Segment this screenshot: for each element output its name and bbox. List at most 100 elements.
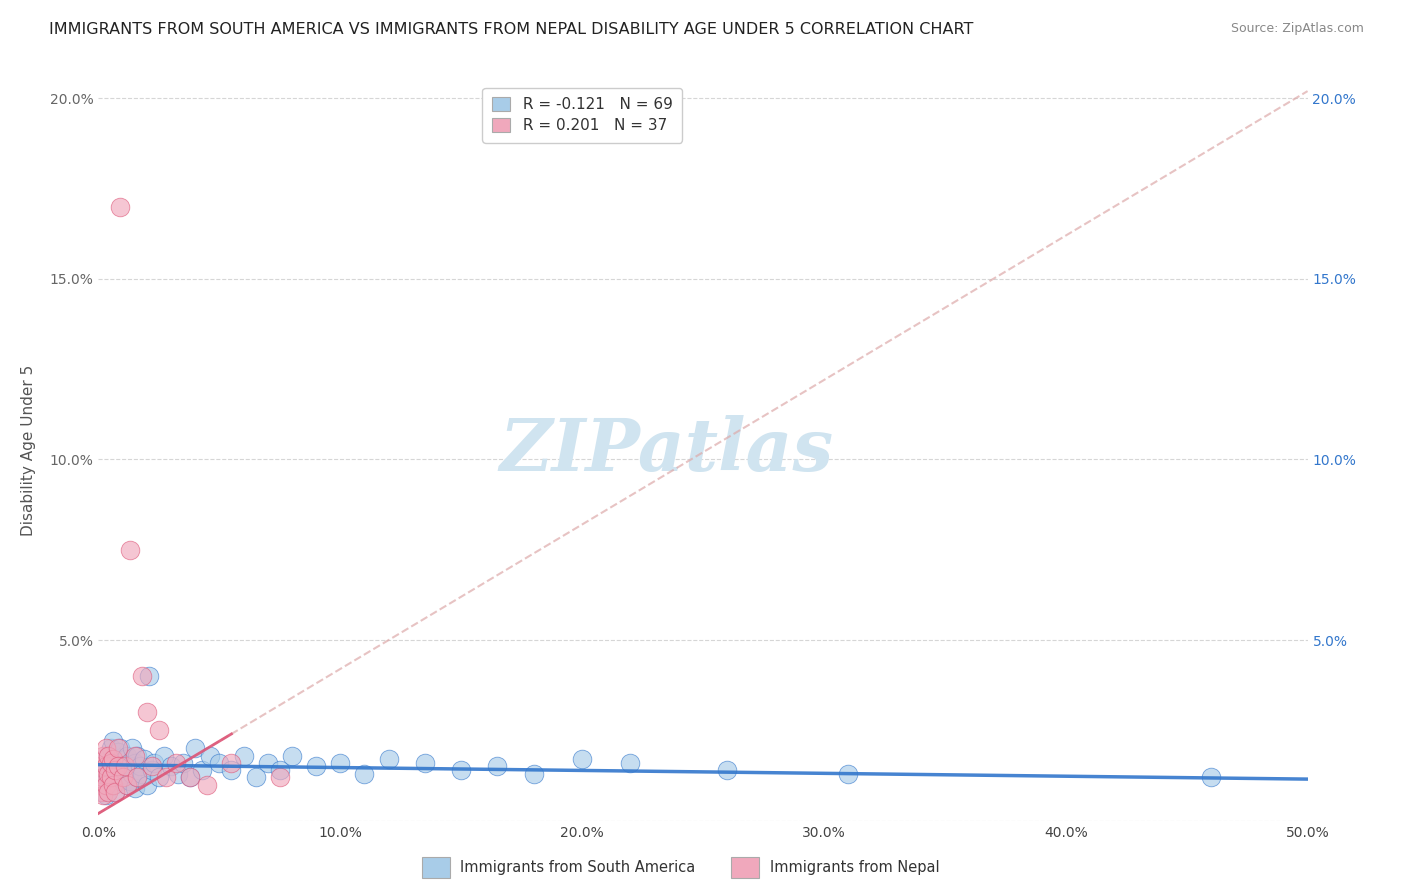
- Point: [716, 763, 738, 777]
- Point: [353, 766, 375, 780]
- Point: [101, 778, 124, 792]
- Point: [135, 706, 157, 720]
- Point: [94, 789, 117, 803]
- Point: [135, 778, 157, 792]
- Point: [114, 766, 136, 780]
- Text: Source: ZipAtlas.com: Source: ZipAtlas.com: [1230, 22, 1364, 36]
- Point: [619, 756, 641, 770]
- Point: [127, 748, 149, 763]
- Point: [195, 778, 218, 792]
- Point: [117, 748, 139, 763]
- Text: IMMIGRANTS FROM SOUTH AMERICA VS IMMIGRANTS FROM NEPAL DISABILITY AGE UNDER 5 CO: IMMIGRANTS FROM SOUTH AMERICA VS IMMIGRA…: [49, 22, 973, 37]
- Point: [90, 785, 112, 799]
- Point: [413, 756, 436, 770]
- Point: [172, 756, 194, 770]
- Point: [221, 763, 243, 777]
- Point: [100, 741, 122, 756]
- Point: [121, 741, 143, 756]
- Point: [208, 756, 231, 770]
- Point: [124, 781, 146, 796]
- Point: [90, 759, 112, 773]
- Point: [152, 748, 174, 763]
- Point: [179, 770, 201, 784]
- Point: [232, 748, 254, 763]
- Point: [155, 770, 177, 784]
- Point: [450, 763, 472, 777]
- Text: Immigrants from Nepal: Immigrants from Nepal: [770, 860, 939, 875]
- Point: [100, 756, 122, 770]
- Point: [104, 785, 127, 799]
- Point: [160, 759, 183, 773]
- Point: [269, 770, 291, 784]
- Point: [94, 778, 117, 792]
- Point: [138, 669, 160, 683]
- Point: [107, 745, 129, 759]
- Point: [184, 741, 207, 756]
- Point: [329, 756, 352, 770]
- Point: [108, 741, 131, 756]
- Point: [107, 759, 129, 773]
- Point: [269, 763, 291, 777]
- Point: [101, 752, 124, 766]
- Point: [114, 752, 136, 766]
- Point: [377, 752, 399, 766]
- Point: [91, 770, 114, 784]
- Point: [107, 741, 129, 756]
- Point: [124, 756, 146, 770]
- Point: [256, 756, 278, 770]
- Point: [111, 770, 134, 784]
- Point: [131, 766, 153, 780]
- Point: [143, 756, 166, 770]
- Point: [167, 766, 190, 780]
- Point: [97, 770, 120, 784]
- Point: [245, 770, 267, 784]
- Point: [128, 759, 150, 773]
- Point: [97, 748, 120, 763]
- Point: [127, 770, 149, 784]
- Point: [131, 669, 153, 683]
- Point: [90, 778, 112, 792]
- Point: [118, 773, 141, 788]
- Point: [91, 789, 114, 803]
- Point: [94, 778, 117, 792]
- Point: [108, 773, 131, 788]
- Point: [104, 770, 127, 784]
- Point: [91, 785, 114, 799]
- Point: [97, 785, 120, 799]
- Point: [100, 759, 122, 773]
- Point: [114, 759, 136, 773]
- Point: [118, 542, 141, 557]
- Point: [1199, 770, 1222, 784]
- Point: [107, 763, 129, 777]
- Point: [571, 752, 593, 766]
- Point: [97, 748, 120, 763]
- Point: [148, 723, 170, 738]
- Point: [134, 752, 156, 766]
- Point: [104, 785, 127, 799]
- Point: [101, 778, 124, 792]
- Point: [281, 748, 304, 763]
- Bar: [422, 857, 450, 878]
- Point: [104, 763, 127, 777]
- Point: [127, 770, 149, 784]
- Point: [104, 756, 127, 770]
- Point: [837, 766, 859, 780]
- Point: [141, 763, 163, 777]
- Point: [100, 770, 122, 784]
- Point: [94, 759, 117, 773]
- Legend:  R = -0.121   N = 69,  R = 0.201   N = 37: R = -0.121 N = 69, R = 0.201 N = 37: [482, 88, 682, 143]
- Bar: [731, 857, 759, 878]
- Point: [191, 763, 214, 777]
- Point: [165, 756, 187, 770]
- Point: [94, 741, 117, 756]
- Text: Immigrants from South America: Immigrants from South America: [461, 860, 696, 875]
- Point: [111, 759, 134, 773]
- Point: [198, 748, 221, 763]
- Point: [305, 759, 328, 773]
- Point: [117, 778, 139, 792]
- Point: [221, 756, 243, 770]
- Y-axis label: Disability Age Under 5: Disability Age Under 5: [21, 365, 35, 536]
- Point: [118, 759, 141, 773]
- Point: [97, 766, 120, 780]
- Point: [91, 770, 114, 784]
